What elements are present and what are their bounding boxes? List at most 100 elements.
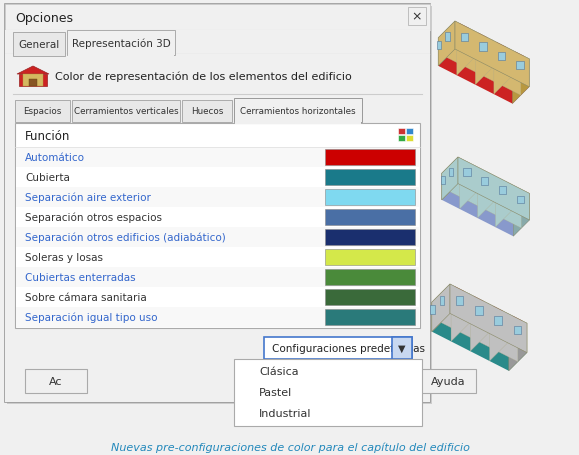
Polygon shape <box>508 316 522 326</box>
Bar <box>5 5 430 402</box>
Polygon shape <box>438 22 455 66</box>
Polygon shape <box>432 284 527 342</box>
Bar <box>15 101 70 123</box>
Bar <box>68 55 174 57</box>
Polygon shape <box>441 293 518 362</box>
Text: Cerramientos horizontales: Cerramientos horizontales <box>240 106 356 115</box>
Polygon shape <box>512 60 529 104</box>
Bar <box>16 228 419 248</box>
Bar <box>182 101 232 123</box>
Bar <box>437 41 441 50</box>
Bar <box>517 196 524 204</box>
Text: Cubiertas enterradas: Cubiertas enterradas <box>25 273 135 283</box>
Polygon shape <box>460 167 476 209</box>
Bar <box>398 129 405 135</box>
Text: Industrial: Industrial <box>259 409 312 419</box>
Bar <box>325 249 415 265</box>
Bar <box>514 326 521 335</box>
Polygon shape <box>438 22 529 76</box>
Polygon shape <box>474 34 488 43</box>
Text: Cubierta: Cubierta <box>25 172 70 182</box>
Polygon shape <box>493 43 506 52</box>
Text: Soleras y losas: Soleras y losas <box>25 253 103 263</box>
Bar <box>67 31 175 56</box>
Bar <box>408 8 426 26</box>
Text: Ayuda: Ayuda <box>431 376 466 386</box>
Polygon shape <box>509 324 527 371</box>
Bar <box>234 359 422 426</box>
Bar <box>406 136 413 142</box>
Bar <box>325 190 415 206</box>
Text: Nuevas pre-configuraciones de color para el capítulo del edificio: Nuevas pre-configuraciones de color para… <box>111 442 470 452</box>
Text: Espacios: Espacios <box>23 107 62 116</box>
Polygon shape <box>450 166 521 228</box>
Bar <box>456 297 463 305</box>
Polygon shape <box>442 157 458 200</box>
Text: Configuraciones predefinidas: Configuraciones predefinidas <box>272 343 425 353</box>
Bar <box>7 7 432 404</box>
Polygon shape <box>23 75 43 87</box>
Polygon shape <box>450 284 527 353</box>
Bar <box>449 168 453 176</box>
Polygon shape <box>456 24 469 33</box>
Polygon shape <box>503 61 516 70</box>
Polygon shape <box>490 313 508 361</box>
Bar <box>16 148 419 167</box>
Bar <box>325 150 415 166</box>
Bar <box>16 187 419 207</box>
Bar <box>439 296 444 305</box>
Bar <box>72 101 180 123</box>
Polygon shape <box>475 41 492 86</box>
Text: Automático: Automático <box>25 153 85 162</box>
Bar <box>16 248 419 268</box>
Bar <box>234 99 362 123</box>
Bar <box>430 305 435 314</box>
Bar <box>5 5 430 31</box>
Polygon shape <box>17 67 49 75</box>
Text: Pastel: Pastel <box>259 388 292 398</box>
Bar <box>29 80 37 87</box>
Polygon shape <box>479 315 494 325</box>
Polygon shape <box>478 176 494 218</box>
Bar <box>325 289 415 305</box>
Polygon shape <box>466 42 479 51</box>
Bar <box>325 210 415 226</box>
Bar <box>463 169 471 177</box>
Polygon shape <box>432 284 450 332</box>
Bar <box>420 369 476 393</box>
Text: ×: × <box>412 10 422 24</box>
Text: Clásica: Clásica <box>259 367 299 377</box>
Bar <box>499 187 506 195</box>
Polygon shape <box>457 31 474 76</box>
Bar <box>16 268 419 288</box>
Bar <box>398 136 405 142</box>
Polygon shape <box>450 287 464 296</box>
Bar <box>16 207 419 228</box>
Polygon shape <box>513 194 530 237</box>
Polygon shape <box>438 22 455 66</box>
Bar <box>19 75 47 87</box>
Text: Ac: Ac <box>49 376 63 386</box>
Bar <box>441 177 445 184</box>
Polygon shape <box>470 304 489 351</box>
Polygon shape <box>442 157 530 210</box>
Text: General: General <box>19 40 60 50</box>
Text: Separación aire exterior: Separación aire exterior <box>25 192 151 203</box>
Text: Función: Función <box>25 129 71 142</box>
Polygon shape <box>460 306 475 315</box>
Polygon shape <box>441 296 455 305</box>
Polygon shape <box>458 157 530 221</box>
Polygon shape <box>511 53 525 61</box>
Text: Representación 3D: Representación 3D <box>72 39 170 49</box>
Polygon shape <box>442 157 458 200</box>
Bar <box>445 33 449 41</box>
Polygon shape <box>455 22 529 88</box>
Bar <box>25 369 87 393</box>
Polygon shape <box>442 184 530 237</box>
Polygon shape <box>489 306 503 316</box>
Polygon shape <box>470 297 483 306</box>
Text: Separación otros espacios: Separación otros espacios <box>25 212 162 223</box>
Bar <box>5 31 430 55</box>
Polygon shape <box>451 294 469 342</box>
Bar <box>406 129 413 135</box>
